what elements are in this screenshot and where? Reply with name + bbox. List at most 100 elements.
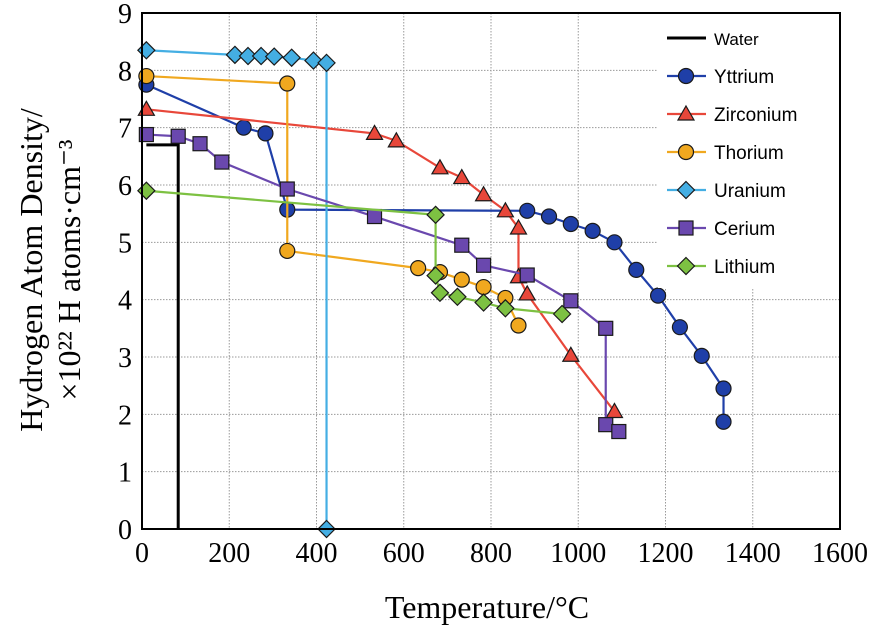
legend-marker-zirconium [676,104,696,121]
x-tick-label: 1200 [638,538,694,569]
y-axis-ticks: 0 1 2 3 4 5 6 7 8 9 [118,0,132,546]
data-point-thorium [510,317,527,334]
data-point-zirconium [496,201,515,218]
y-tick-label: 9 [118,0,132,30]
data-point-lithium [426,205,445,225]
data-point-zirconium [387,131,406,148]
data-point-uranium [317,53,336,73]
legend-item-thorium: Thorium [667,143,784,164]
data-point-cerium [454,237,470,253]
legend-label-cerium: Cerium [714,219,775,240]
legend-item-zirconium: Zirconium [667,104,797,126]
legend-item-yttrium: Yttrium [667,67,774,88]
legend-label-uranium: Uranium [714,181,786,202]
series-uranium [137,40,336,539]
legend-item-uranium: Uranium [667,180,786,202]
legend-marker-yttrium [677,67,695,85]
legend-label-thorium: Thorium [714,143,784,164]
data-point-yttrium [257,125,274,142]
data-point-yttrium [584,222,601,239]
legend-label-yttrium: Yttrium [714,67,774,88]
data-point-uranium [238,46,258,66]
data-point-zirconium [561,346,580,362]
legend: Water Yttrium Zirconium Thorium Uranium Ceriu… [667,30,797,278]
x-tick-label: 1000 [550,538,606,569]
y-tick-label: 4 [118,286,132,317]
series-line-water [146,143,180,529]
data-point-lithium [496,298,515,318]
data-point-lithium [552,304,572,324]
y-tick-label: 1 [118,458,132,489]
legend-item-cerium: Cerium [667,219,775,240]
data-point-cerium [598,320,614,336]
data-point-zirconium [605,402,624,419]
y-tick-label: 6 [118,171,132,202]
plot-frame [141,12,841,530]
series-water [146,143,180,529]
legend-marker-uranium [676,180,696,200]
series-line-uranium [146,49,328,529]
data-point-yttrium [235,119,252,136]
data-point-yttrium [693,347,710,364]
legend-label-lithium: Lithium [714,257,775,278]
data-point-cerium [279,181,295,197]
data-point-yttrium [519,202,536,219]
series-yttrium [138,76,732,430]
data-point-lithium [426,266,445,285]
y-tick-label: 2 [118,400,132,431]
data-point-yttrium [715,380,732,397]
series-cerium [138,126,627,440]
data-point-yttrium [540,208,558,225]
data-point-cerium [519,267,535,283]
data-point-thorium [410,260,427,277]
x-axis-ticks: 0 200 400 600 800 1000 1200 1400 1600 [135,538,868,569]
y-tick-label: 8 [118,56,132,87]
series-line-thorium [146,74,520,326]
series-group [137,40,732,539]
data-point-yttrium [671,319,688,336]
series-thorium [138,67,527,334]
data-point-uranium [137,40,156,60]
data-point-lithium [430,283,450,303]
data-point-yttrium [649,287,667,304]
y-tick-label: 3 [118,343,132,374]
data-point-cerium [214,154,230,170]
x-tick-label: 1400 [725,538,781,569]
y-tick-label: 7 [118,114,132,145]
data-point-zirconium [518,284,537,301]
series-line-cerium [146,133,620,433]
x-tick-label: 200 [208,538,250,569]
x-tick-label: 400 [296,538,338,569]
data-point-zirconium [474,185,493,202]
data-point-lithium [448,287,467,307]
x-axis-label: Temperature/°C [385,589,589,625]
data-point-cerium [475,257,492,273]
data-point-uranium [304,51,323,70]
legend-item-water: Water [667,30,759,49]
data-point-uranium [225,45,245,65]
legend-item-lithium: Lithium [667,256,775,278]
data-point-thorium [279,75,296,92]
data-point-cerium [192,136,208,152]
series-lithium [137,181,572,324]
data-point-zirconium [430,158,449,175]
y-tick-label: 0 [118,515,132,546]
data-point-uranium [264,47,284,66]
y-tick-label: 5 [118,228,132,259]
data-point-thorium [475,278,492,296]
data-point-cerium [366,208,383,225]
x-tick-label: 600 [383,538,425,569]
data-point-zirconium [509,218,528,235]
data-point-zirconium [365,124,384,140]
data-point-yttrium [562,215,579,233]
x-tick-label: 1600 [812,538,868,569]
legend-marker-cerium [678,220,694,236]
legend-label-water: Water [714,30,759,49]
data-point-yttrium [606,234,623,251]
x-tick-label: 800 [470,538,512,569]
data-point-yttrium [628,261,645,278]
data-point-thorium [453,271,470,288]
y-axis-label: Hydrogen Atom Density/ [13,108,49,432]
data-point-yttrium [715,413,732,430]
